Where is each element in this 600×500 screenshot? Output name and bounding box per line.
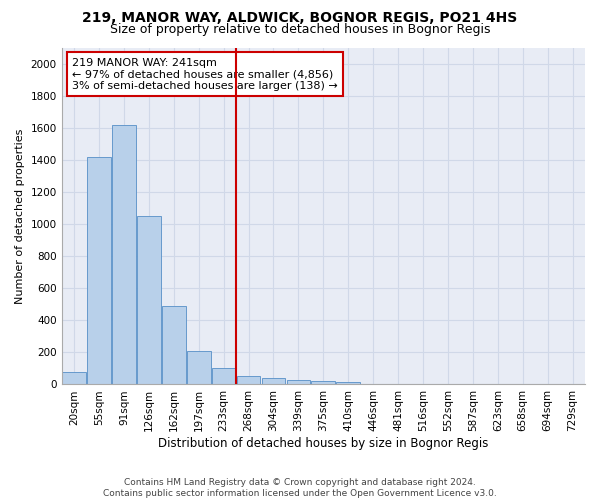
Bar [337,382,360,384]
Text: Contains HM Land Registry data © Crown copyright and database right 2024.
Contai: Contains HM Land Registry data © Crown c… [103,478,497,498]
Bar [112,124,136,384]
Bar [137,216,161,384]
Bar [212,368,235,384]
Y-axis label: Number of detached properties: Number of detached properties [15,128,25,304]
Bar [87,156,111,384]
X-axis label: Distribution of detached houses by size in Bognor Regis: Distribution of detached houses by size … [158,437,488,450]
Text: 219, MANOR WAY, ALDWICK, BOGNOR REGIS, PO21 4HS: 219, MANOR WAY, ALDWICK, BOGNOR REGIS, P… [82,11,518,25]
Bar [162,306,185,384]
Bar [287,380,310,384]
Bar [187,351,211,384]
Text: 219 MANOR WAY: 241sqm
← 97% of detached houses are smaller (4,856)
3% of semi-de: 219 MANOR WAY: 241sqm ← 97% of detached … [72,58,338,91]
Text: Size of property relative to detached houses in Bognor Regis: Size of property relative to detached ho… [110,22,490,36]
Bar [311,381,335,384]
Bar [262,378,286,384]
Bar [62,372,86,384]
Bar [237,376,260,384]
